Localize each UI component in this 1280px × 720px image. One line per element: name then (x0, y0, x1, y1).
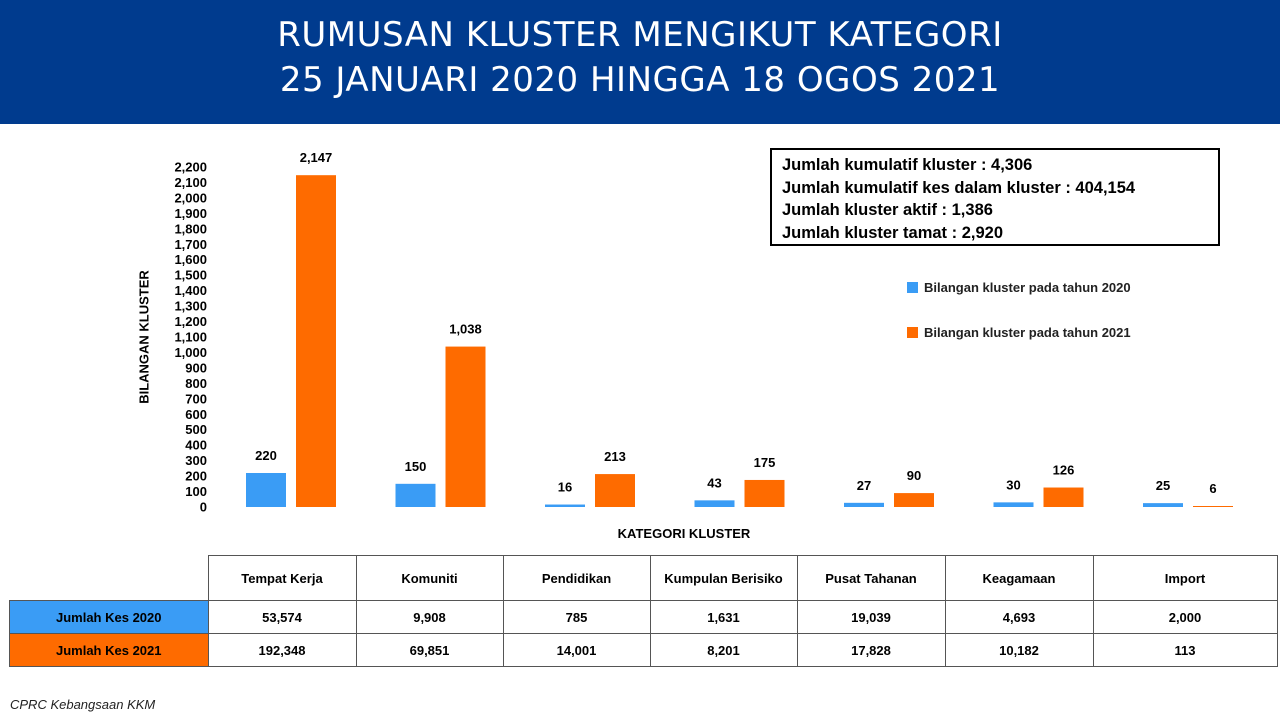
row-label-2021: Jumlah Kes 2021 (9, 633, 209, 667)
column-header: Pusat Tahanan (796, 555, 946, 601)
page-title: RUMUSAN KLUSTER MENGIKUT KATEGORI (277, 15, 1003, 55)
y-tick-label: 900 (185, 360, 207, 375)
y-tick-label: 800 (185, 376, 207, 391)
data-label: 220 (255, 448, 277, 463)
y-tick-label: 1,100 (174, 330, 207, 345)
table-row: Jumlah Kes 2021 192,348 69,851 14,001 8,… (9, 633, 1278, 667)
header-banner: RUMUSAN KLUSTER MENGIKUT KATEGORI 25 JAN… (0, 0, 1280, 124)
x-axis-label: KATEGORI KLUSTER (617, 526, 751, 541)
bar-chart: 01002003004005006007008009001,0001,1001,… (174, 150, 1233, 515)
table-cell: 14,001 (502, 633, 651, 667)
y-tick-label: 1,500 (174, 268, 207, 283)
page-subtitle: 25 JANUARI 2020 HINGGA 18 OGOS 2021 (279, 60, 1001, 100)
y-tick-label: 1,600 (174, 252, 207, 267)
table-cell: 10,182 (944, 633, 1094, 667)
data-label: 16 (558, 480, 572, 495)
y-tick-label: 1,400 (174, 283, 207, 298)
table-cell: 53,574 (207, 600, 357, 634)
bar-2021 (1193, 506, 1233, 507)
data-label: 6 (1209, 481, 1216, 496)
y-tick-label: 300 (185, 453, 207, 468)
table-cell: 113 (1092, 633, 1278, 667)
summary-cumulative-clusters: Jumlah kumulatif kluster : 4,306 (782, 156, 1033, 174)
y-tick-label: 2,100 (174, 175, 207, 190)
y-tick-label: 200 (185, 469, 207, 484)
data-label: 150 (405, 459, 427, 474)
summary-active-clusters: Jumlah kluster aktif : 1,386 (782, 201, 993, 219)
y-tick-label: 2,200 (174, 160, 207, 175)
data-label: 2,147 (300, 150, 333, 165)
data-label: 27 (857, 478, 871, 493)
bar-2020 (993, 502, 1034, 507)
legend-label-2021: Bilangan kluster pada tahun 2021 (924, 325, 1131, 340)
y-tick-label: 500 (185, 422, 207, 437)
table-cell: 1,631 (649, 600, 798, 634)
legend-swatch-2020 (907, 282, 918, 293)
summary-ended-clusters: Jumlah kluster tamat : 2,920 (782, 223, 1004, 242)
bar-2021 (1043, 487, 1084, 507)
bar-2021 (296, 175, 336, 507)
data-label: 43 (707, 475, 721, 490)
table-cell: 8,201 (649, 633, 798, 667)
bar-2020 (694, 500, 735, 507)
legend-item-2021: Bilangan kluster pada tahun 2021 (907, 325, 1131, 340)
row-label-2020: Jumlah Kes 2020 (9, 600, 209, 634)
y-tick-label: 1,700 (174, 237, 207, 252)
y-tick-label: 1,200 (174, 314, 207, 329)
column-header: Pendidikan (502, 555, 651, 601)
legend-label-2020: Bilangan kluster pada tahun 2020 (924, 280, 1131, 295)
y-tick-label: 0 (200, 500, 207, 515)
bar-2021 (595, 474, 635, 507)
data-label: 90 (907, 468, 921, 483)
y-tick-label: 1,300 (174, 299, 207, 314)
bar-2021 (744, 479, 785, 507)
bar-2021 (445, 346, 486, 507)
y-tick-label: 1,800 (174, 221, 207, 236)
table-corner (9, 555, 209, 601)
data-label: 30 (1006, 477, 1020, 492)
column-header: Keagamaan (944, 555, 1094, 601)
y-tick-label: 2,000 (174, 190, 207, 205)
table-cell: 2,000 (1092, 600, 1278, 634)
data-label: 25 (1156, 478, 1170, 493)
column-header: Komuniti (355, 555, 504, 601)
source-note: CPRC Kebangsaan KKM (10, 697, 156, 712)
y-tick-label: 1,000 (174, 345, 207, 360)
table-cell: 9,908 (355, 600, 504, 634)
bar-2020 (545, 504, 585, 507)
y-tick-label: 400 (185, 438, 207, 453)
table-cell: 17,828 (796, 633, 946, 667)
legend-swatch-2021 (907, 327, 918, 338)
table-header-row: Tempat Kerja Komuniti Pendidikan Kumpula… (9, 555, 1278, 601)
table-cell: 4,693 (944, 600, 1094, 634)
table-cell: 19,039 (796, 600, 946, 634)
table-row: Jumlah Kes 2020 53,574 9,908 785 1,631 1… (9, 600, 1278, 634)
summary-box: Jumlah kumulatif kluster : 4,306 Jumlah … (770, 148, 1220, 246)
y-tick-label: 600 (185, 407, 207, 422)
table-cell: 192,348 (207, 633, 357, 667)
legend-item-2020: Bilangan kluster pada tahun 2020 (907, 280, 1131, 295)
table-cell: 785 (502, 600, 651, 634)
bar-2020 (246, 473, 286, 507)
data-label: 1,038 (449, 322, 482, 337)
column-header: Import (1092, 555, 1278, 601)
bar-2021 (894, 493, 934, 507)
column-header: Tempat Kerja (207, 555, 357, 601)
data-label: 213 (604, 449, 626, 464)
bar-2020 (844, 502, 884, 507)
y-tick-label: 100 (185, 484, 207, 499)
y-tick-label: 700 (185, 391, 207, 406)
data-label: 126 (1053, 463, 1075, 478)
bar-2020 (395, 483, 436, 507)
data-label: 175 (754, 455, 776, 470)
column-header: Kumpulan Berisiko (649, 555, 798, 601)
cases-table: Tempat Kerja Komuniti Pendidikan Kumpula… (9, 555, 1278, 667)
y-axis-label: BILANGAN KLUSTER (136, 270, 152, 404)
table-cell: 69,851 (355, 633, 504, 667)
y-tick-label: 1,900 (174, 206, 207, 221)
summary-cumulative-cases: Jumlah kumulatif kes dalam kluster : 404… (782, 178, 1136, 197)
bar-2020 (1143, 503, 1183, 507)
